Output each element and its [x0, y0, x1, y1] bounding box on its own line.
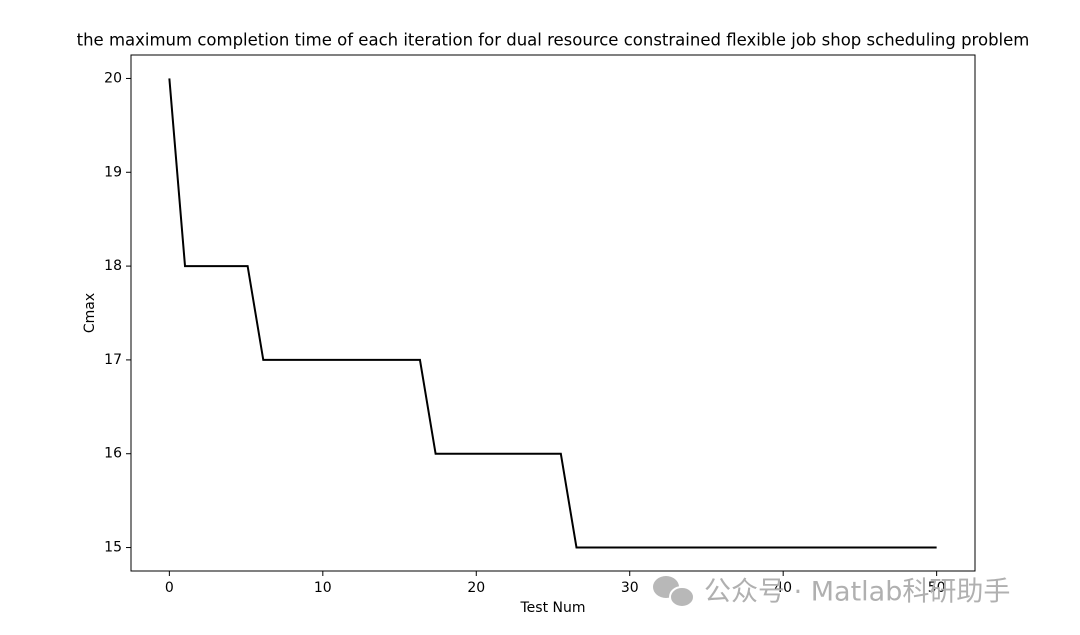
y-tick-label: 19	[104, 164, 122, 180]
x-tick-label: 40	[774, 580, 792, 596]
chart-title: the maximum completion time of each iter…	[77, 31, 1030, 50]
x-tick-label: 10	[314, 580, 332, 596]
x-tick-label: 30	[621, 580, 639, 596]
plot-frame	[130, 54, 976, 572]
x-tick-label: 50	[928, 580, 946, 596]
x-axis-label: Test Num	[519, 600, 585, 616]
x-tick-label: 0	[165, 580, 174, 596]
x-tick-label: 20	[467, 580, 485, 596]
y-axis-label: Cmax	[82, 293, 98, 333]
y-tick-label: 17	[104, 352, 122, 368]
y-tick-label: 15	[104, 540, 122, 556]
y-tick-label: 16	[104, 446, 122, 462]
y-tick-label: 20	[104, 70, 122, 86]
line	[168, 78, 937, 549]
watermark-icon	[653, 576, 695, 608]
watermark: 公众号 · Matlab科研助手	[704, 577, 1010, 608]
y-tick-label: 18	[104, 258, 122, 274]
